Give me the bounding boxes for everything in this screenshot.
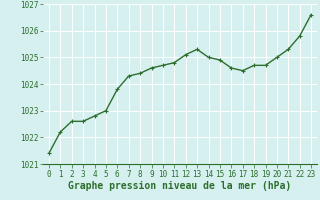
- X-axis label: Graphe pression niveau de la mer (hPa): Graphe pression niveau de la mer (hPa): [68, 181, 292, 191]
